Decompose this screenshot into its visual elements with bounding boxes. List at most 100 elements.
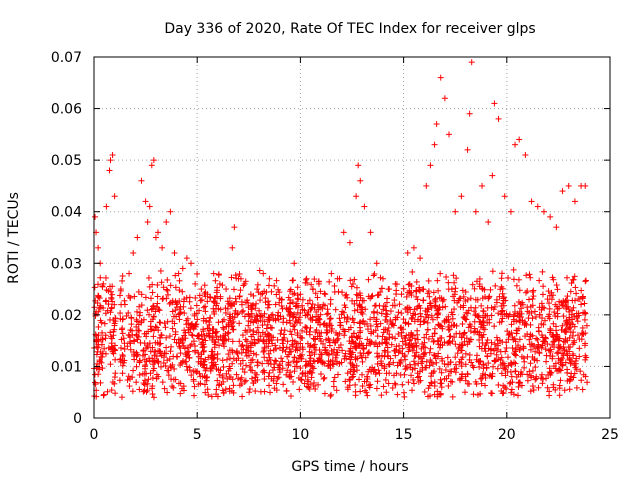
data-point (571, 297, 578, 304)
data-point (517, 313, 524, 320)
data-point (163, 350, 170, 357)
data-point (252, 305, 259, 312)
data-point (530, 293, 537, 300)
data-point (284, 367, 291, 374)
data-point (485, 219, 492, 226)
data-point (398, 291, 405, 298)
data-point (140, 388, 147, 395)
data-point (234, 350, 241, 357)
data-point (164, 357, 171, 364)
x-axis-label: GPS time / hours (291, 459, 408, 475)
data-point (524, 288, 531, 295)
data-point (172, 272, 179, 279)
data-point (546, 365, 553, 372)
data-point (324, 363, 331, 370)
data-point (515, 380, 522, 387)
data-point (445, 279, 452, 286)
data-point (451, 306, 458, 313)
data-point (378, 285, 385, 292)
data-point (387, 317, 394, 324)
data-point (506, 380, 513, 387)
data-point (416, 284, 423, 291)
data-point (166, 355, 173, 362)
data-point (299, 346, 306, 353)
data-point (583, 322, 590, 329)
data-point (458, 363, 465, 370)
data-point (181, 327, 188, 334)
data-point (408, 283, 415, 290)
data-point (424, 311, 431, 318)
data-point (416, 373, 423, 380)
data-point (501, 384, 508, 391)
data-point (310, 383, 317, 390)
data-point (215, 382, 222, 389)
data-point (421, 334, 428, 341)
data-point (171, 336, 178, 343)
data-point (222, 305, 229, 312)
data-point (152, 308, 159, 315)
data-point (331, 346, 338, 353)
data-point (303, 383, 310, 390)
data-point (118, 345, 125, 352)
data-point (554, 332, 561, 339)
data-point (309, 286, 316, 293)
data-point (142, 351, 149, 358)
data-point (383, 336, 390, 343)
data-point (308, 369, 315, 376)
data-point (193, 302, 200, 309)
data-point (129, 388, 136, 395)
data-point (251, 336, 258, 343)
data-point (485, 360, 492, 367)
data-point (452, 354, 459, 361)
data-point (405, 348, 412, 355)
data-point (226, 385, 233, 392)
data-point (419, 366, 426, 373)
data-point (227, 311, 234, 318)
data-point (202, 367, 209, 374)
data-point (290, 323, 297, 330)
data-point (219, 372, 226, 379)
data-point (332, 306, 339, 313)
data-point (202, 337, 209, 344)
data-point (342, 378, 349, 385)
data-point (529, 302, 536, 309)
data-point (472, 208, 479, 215)
y-tick-label: 0.02 (51, 308, 82, 324)
data-point (336, 315, 343, 322)
data-point (203, 377, 210, 384)
data-point (92, 213, 99, 220)
data-point (473, 352, 480, 359)
data-point (163, 344, 170, 351)
data-point (556, 385, 563, 392)
data-point (286, 317, 293, 324)
data-point (529, 367, 536, 374)
data-point (188, 372, 195, 379)
data-point (560, 302, 567, 309)
data-point (578, 336, 585, 343)
data-point (240, 346, 247, 353)
data-point (401, 371, 408, 378)
data-point (96, 295, 103, 302)
data-point (536, 311, 543, 318)
data-point (150, 367, 157, 374)
data-point (229, 322, 236, 329)
data-point (328, 391, 335, 398)
data-point (136, 371, 143, 378)
data-point (173, 353, 180, 360)
data-point (445, 316, 452, 323)
data-point (238, 349, 245, 356)
data-point (210, 270, 217, 277)
data-point (568, 311, 575, 318)
data-point (112, 390, 119, 397)
data-point (316, 330, 323, 337)
data-point (400, 285, 407, 292)
data-point (204, 386, 211, 393)
data-point (420, 353, 427, 360)
data-point (489, 370, 496, 377)
data-point (452, 285, 459, 292)
data-point (373, 385, 380, 392)
data-point (530, 287, 537, 294)
data-point (128, 314, 135, 321)
data-point (225, 329, 232, 336)
data-point (176, 316, 183, 323)
